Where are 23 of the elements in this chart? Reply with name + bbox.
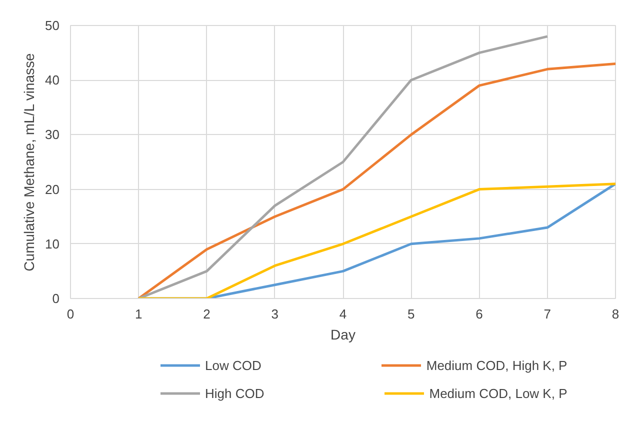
legend-label: Medium COD, High K, P [426,358,568,372]
x-axis-title: Day [330,326,356,342]
y-tick-label: 0 [52,291,60,306]
y-axis-title: Cumulative Methane, mL/L vinasse [21,52,38,272]
x-tick-label: 2 [203,306,210,322]
y-tick-label: 20 [45,182,60,197]
line-series [137,62,616,298]
x-tick-label: 6 [476,306,483,322]
x-tick-label: 1 [135,306,142,322]
legend-label: Low COD [205,358,262,372]
x-tick-label: 8 [612,306,620,322]
x-tick-label: 4 [339,306,347,322]
y-tick-label: 40 [45,72,60,88]
x-tick-label: 0 [66,306,74,322]
y-tick-label: 30 [45,127,60,142]
x-tick-label: 5 [408,306,415,322]
legend-label: Medium COD, Low K, P [429,386,568,400]
legend-label: High COD [205,386,264,400]
x-tick-label: 3 [271,306,278,322]
y-tick-label: 50 [45,18,60,33]
line-series [137,35,549,298]
y-tick-label: 10 [45,236,60,252]
x-tick-label: 7 [544,306,551,322]
